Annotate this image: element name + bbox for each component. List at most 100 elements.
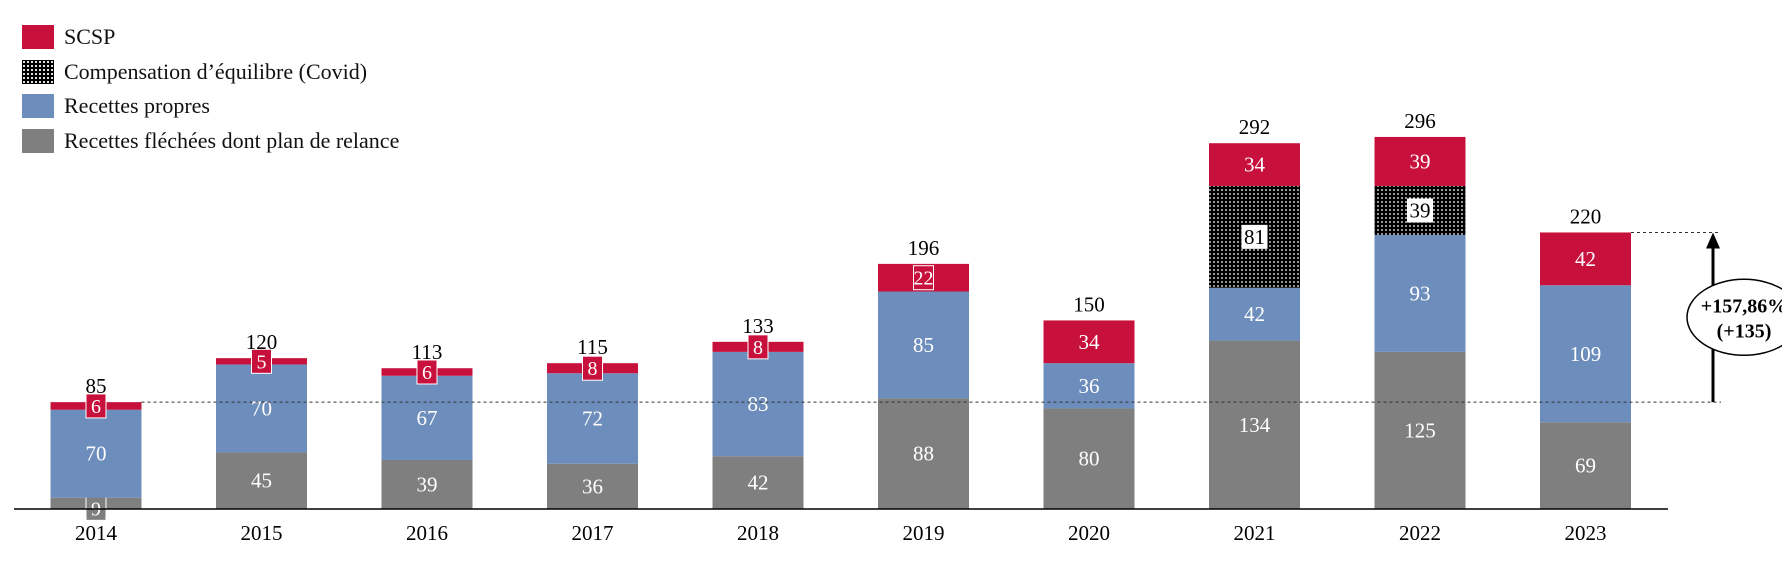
data-label-recettes-propres-2023: 109 xyxy=(1570,342,1602,366)
data-label-recettes-flechees-dont-plan-de-relance-2019: 88 xyxy=(913,442,934,466)
total-label-2015: 120 xyxy=(246,330,278,354)
data-label-box xyxy=(747,334,769,360)
bar-segment-scsp-2022 xyxy=(1374,136,1466,186)
x-tick-label-2018: 2018 xyxy=(737,521,779,545)
data-label-compensation-d-equilibre-covid-2021: 81 xyxy=(1244,225,1265,249)
bar-segment-scsp-2021 xyxy=(1209,143,1300,186)
data-label-box xyxy=(85,393,107,419)
total-label-2014: 85 xyxy=(86,374,107,398)
bar-segment-recettes-flechees-dont-plan-de-relance-2015 xyxy=(216,452,307,509)
x-tick-label-2014: 2014 xyxy=(75,521,118,545)
legend-item-recettes-flechees-dont-plan-de-relance: Recettes fléchées dont plan de relance xyxy=(22,124,399,159)
legend-label: Compensation d’équilibre (Covid) xyxy=(64,58,368,84)
total-label-2021: 292 xyxy=(1239,115,1271,139)
bar-segment-recettes-flechees-dont-plan-de-relance-2020 xyxy=(1043,408,1135,509)
data-label-scsp-2021: 34 xyxy=(1244,153,1266,177)
bar-segment-recettes-flechees-dont-plan-de-relance-2019 xyxy=(878,398,969,509)
bar-segment-recettes-flechees-dont-plan-de-relance-2023 xyxy=(1540,422,1631,509)
data-label-box xyxy=(416,359,438,385)
bar-segment-scsp-2023 xyxy=(1540,232,1631,286)
bar-segment-recettes-propres-2023 xyxy=(1540,285,1631,423)
growth-annotation-ellipse xyxy=(1686,278,1782,357)
data-label-scsp-2023: 42 xyxy=(1575,247,1596,271)
data-label-scsp-2022: 39 xyxy=(1410,149,1431,173)
data-label-recettes-flechees-dont-plan-de-relance-2023: 69 xyxy=(1575,454,1596,478)
data-label-recettes-flechees-dont-plan-de-relance-2017: 36 xyxy=(582,474,603,498)
legend-item-compensation-d-equilibre-covid: Compensation d’équilibre (Covid) xyxy=(22,55,399,90)
total-label-2019: 196 xyxy=(908,236,940,260)
arrow-head-icon xyxy=(1706,232,1720,249)
bar-segment-recettes-propres-2020 xyxy=(1043,363,1135,409)
legend-swatch xyxy=(22,25,54,50)
data-label-recettes-flechees-dont-plan-de-relance-2020: 80 xyxy=(1079,447,1100,471)
x-tick-label-2017: 2017 xyxy=(572,521,614,545)
total-label-2020: 150 xyxy=(1073,292,1105,316)
total-label-2018: 133 xyxy=(742,314,774,338)
data-label-recettes-flechees-dont-plan-de-relance-2021: 134 xyxy=(1239,413,1271,437)
bar-segment-recettes-propres-2019 xyxy=(878,291,969,399)
legend-label: Recettes fléchées dont plan de relance xyxy=(64,127,400,153)
total-label-2017: 115 xyxy=(577,335,608,359)
total-label-2022: 296 xyxy=(1404,109,1436,133)
data-label-box xyxy=(582,355,603,381)
data-label-recettes-propres-2015: 70 xyxy=(251,396,272,420)
data-label-recettes-propres-2021: 42 xyxy=(1244,302,1265,326)
data-label-scsp-2016: 6 xyxy=(422,362,432,384)
bar-segment-recettes-propres-2014 xyxy=(50,409,142,498)
data-label-recettes-propres-2022: 93 xyxy=(1410,281,1431,305)
bar-segment-recettes-propres-2022 xyxy=(1374,234,1466,352)
x-tick-label-2020: 2020 xyxy=(1068,521,1110,545)
legend-swatch xyxy=(22,128,54,153)
legend-item-scsp: SCSP xyxy=(22,20,399,55)
legend-label: Recettes propres xyxy=(64,93,210,119)
legend-item-recettes-propres: Recettes propres xyxy=(22,89,399,124)
data-label-scsp-2018: 8 xyxy=(753,337,763,359)
data-label-scsp-2017: 8 xyxy=(588,358,598,380)
bar-segment-recettes-flechees-dont-plan-de-relance-2021 xyxy=(1209,340,1300,509)
data-label-box xyxy=(1241,224,1268,249)
data-label-box xyxy=(1407,198,1433,223)
bar-segment-recettes-flechees-dont-plan-de-relance-2018 xyxy=(712,456,804,509)
bar-segment-recettes-flechees-dont-plan-de-relance-2022 xyxy=(1374,351,1466,509)
total-label-2023: 220 xyxy=(1570,204,1602,228)
data-label-compensation-d-equilibre-covid-2022: 39 xyxy=(1410,198,1431,222)
x-tick-label-2016: 2016 xyxy=(406,521,448,545)
data-label-recettes-flechees-dont-plan-de-relance-2022: 125 xyxy=(1404,418,1436,442)
bar-segment-recettes-propres-2018 xyxy=(712,351,804,457)
total-label-2016: 113 xyxy=(412,340,443,364)
data-label-box xyxy=(913,265,934,291)
data-label-scsp-2020: 34 xyxy=(1079,330,1101,354)
x-tick-label-2021: 2021 xyxy=(1234,521,1276,545)
x-tick-label-2019: 2019 xyxy=(903,521,945,545)
data-label-scsp-2019: 22 xyxy=(914,268,934,290)
legend: SCSP Compensation d’équilibre (Covid) Rece… xyxy=(22,20,399,158)
bar-segment-recettes-propres-2021 xyxy=(1209,287,1300,341)
data-label-recettes-flechees-dont-plan-de-relance-2018: 42 xyxy=(748,471,769,495)
growth-annotation-percent: +157,86% xyxy=(1701,295,1782,317)
data-label-recettes-flechees-dont-plan-de-relance-2015: 45 xyxy=(251,469,272,493)
data-label-recettes-propres-2020: 36 xyxy=(1079,374,1100,398)
x-tick-label-2015: 2015 xyxy=(241,521,283,545)
legend-label: SCSP xyxy=(64,24,116,50)
data-label-scsp-2014: 6 xyxy=(91,396,101,418)
data-label-box xyxy=(251,348,272,374)
x-tick-label-2023: 2023 xyxy=(1565,521,1607,545)
legend-swatch xyxy=(22,94,54,119)
data-label-recettes-propres-2019: 85 xyxy=(913,333,934,357)
data-label-recettes-propres-2014: 70 xyxy=(86,442,107,466)
bar-segment-recettes-flechees-dont-plan-de-relance-2017 xyxy=(547,463,638,509)
bar-segment-recettes-flechees-dont-plan-de-relance-2016 xyxy=(381,459,473,509)
data-label-recettes-propres-2018: 83 xyxy=(748,392,769,416)
data-label-recettes-propres-2016: 67 xyxy=(417,406,438,430)
growth-annotation-absolute: (+135) xyxy=(1717,320,1772,342)
data-label-recettes-flechees-dont-plan-de-relance-2016: 39 xyxy=(417,472,438,496)
bar-segment-recettes-propres-2015 xyxy=(216,364,307,453)
data-label-scsp-2015: 5 xyxy=(257,351,267,373)
legend-swatch xyxy=(22,59,54,84)
bar-segment-recettes-propres-2017 xyxy=(547,373,638,464)
x-tick-label-2022: 2022 xyxy=(1399,521,1441,545)
bar-segment-scsp-2020 xyxy=(1043,320,1135,364)
bar-segment-recettes-propres-2016 xyxy=(381,375,473,460)
data-label-recettes-propres-2017: 72 xyxy=(582,406,603,430)
